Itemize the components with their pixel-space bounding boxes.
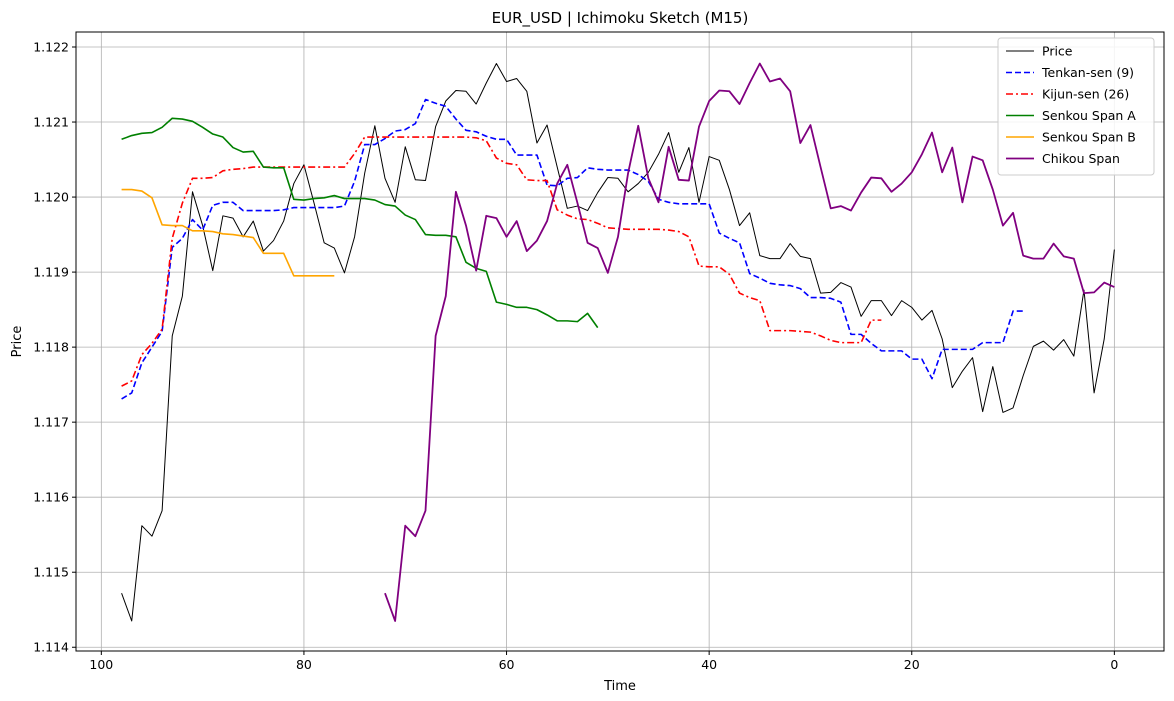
y-tick-label: 1.119 [33, 265, 69, 280]
x-tick-label: 0 [1110, 657, 1118, 672]
series-line-chikou-span [384, 62, 1115, 622]
x-tick-label: 80 [296, 657, 312, 672]
y-tick-label: 1.122 [33, 40, 69, 55]
series-lines [121, 62, 1115, 622]
y-tick-label: 1.121 [33, 115, 69, 130]
legend: Price Tenkan-sen (9) Kijun-sen (26) Senkou … [997, 37, 1155, 176]
x-axis-label: Time [603, 679, 636, 694]
x-tick-label: 60 [499, 657, 515, 672]
series-line-senkou-span-a [121, 117, 599, 329]
legend-entry-label: Price [1042, 44, 1073, 59]
plot-frame [75, 31, 1165, 652]
y-tick-label: 1.118 [33, 340, 69, 355]
y-axis-label: Price [10, 326, 25, 358]
x-tick-label: 40 [701, 657, 717, 672]
legend-box [997, 37, 1155, 176]
legend-entry-label: Kijun-sen (26) [1042, 87, 1129, 102]
y-tick-label: 1.115 [33, 565, 69, 580]
y-tick-label: 1.117 [33, 415, 69, 430]
y-tick-label: 1.114 [33, 640, 69, 655]
x-tick-label: 20 [904, 657, 920, 672]
series-line-kijun-sen-26 [121, 136, 882, 387]
legend-entry-label: Senkou Span B [1042, 130, 1136, 145]
legend-entry-label: Chikou Span [1042, 151, 1120, 166]
x-tick-label: 100 [89, 657, 113, 672]
series-line-tenkan-sen-9 [121, 98, 1024, 400]
y-tick-label: 1.120 [33, 190, 69, 205]
legend-entry-label: Senkou Span A [1042, 108, 1136, 123]
series-line-senkou-span-b [121, 188, 335, 277]
chart-title: EUR_USD | Ichimoku Sketch (M15) [492, 9, 749, 28]
axis-ticks: 100 80 60 40 20 0 1.114 1.115 1.116 1.117 1.118 1.1… [33, 40, 1118, 672]
grid [76, 32, 1164, 651]
legend-entry-label: Tenkan-sen (9) [1041, 65, 1134, 80]
y-tick-label: 1.116 [33, 490, 69, 505]
